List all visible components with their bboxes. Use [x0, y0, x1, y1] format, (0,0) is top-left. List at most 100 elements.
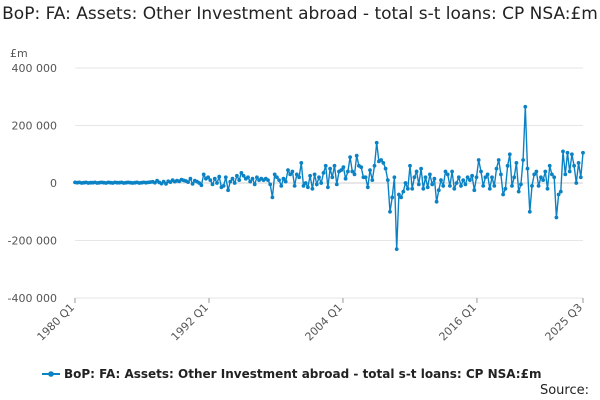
data-point	[490, 175, 494, 180]
data-point	[552, 175, 557, 180]
data-point	[416, 182, 421, 187]
y-unit-label: £m	[10, 47, 28, 60]
data-point	[301, 184, 306, 188]
data-point	[499, 172, 503, 177]
data-point	[394, 247, 399, 252]
data-point	[161, 179, 166, 184]
data-point	[232, 181, 237, 185]
data-point	[239, 171, 244, 175]
data-point	[541, 178, 545, 183]
data-point	[434, 199, 439, 204]
data-point	[492, 184, 497, 188]
data-point	[576, 161, 581, 165]
data-point	[279, 184, 284, 188]
data-point	[290, 169, 295, 174]
data-point	[383, 166, 388, 171]
legend-label: BoP: FA: Assets: Other Investment abroad…	[64, 367, 541, 381]
data-point	[339, 168, 344, 173]
data-point	[299, 161, 304, 165]
data-point	[317, 175, 321, 180]
data-point	[388, 209, 392, 214]
data-point	[459, 184, 463, 188]
data-point	[501, 192, 505, 197]
data-point	[465, 175, 470, 180]
data-point	[368, 168, 372, 173]
data-point	[206, 175, 211, 180]
data-point	[425, 185, 430, 190]
data-point	[565, 150, 570, 155]
data-point	[532, 172, 537, 177]
data-point	[563, 172, 568, 177]
data-point	[445, 172, 450, 177]
data-point	[539, 175, 543, 180]
data-point	[410, 186, 415, 191]
data-point	[390, 195, 395, 200]
data-point	[412, 175, 417, 180]
data-point	[343, 176, 348, 181]
data-point	[199, 183, 204, 188]
data-point	[483, 175, 488, 180]
data-point	[248, 179, 253, 184]
data-point	[554, 215, 559, 220]
x-tick-label: 1992 Q1	[169, 301, 212, 344]
data-point	[385, 178, 390, 183]
data-point	[436, 188, 441, 193]
data-point	[516, 189, 521, 194]
data-point	[512, 175, 517, 180]
data-point	[428, 172, 432, 177]
data-point	[252, 182, 257, 187]
data-point	[505, 163, 510, 168]
data-point	[201, 172, 206, 177]
data-point	[303, 181, 308, 185]
data-point	[348, 155, 352, 160]
y-axis: 400 000 200 000 0 -200 000 -400 000	[8, 62, 57, 305]
data-point	[323, 163, 328, 168]
data-point	[578, 175, 583, 180]
data-point	[286, 168, 290, 173]
data-point	[525, 166, 530, 171]
data-point	[470, 173, 474, 178]
data-point	[408, 163, 412, 168]
data-point	[288, 172, 293, 177]
y-tick-label: 0	[50, 177, 57, 190]
y-tick-label: 200 000	[12, 120, 58, 133]
data-point	[341, 165, 346, 170]
data-point	[190, 182, 195, 186]
data-point	[294, 172, 299, 177]
data-point	[328, 166, 332, 171]
data-point	[319, 181, 324, 185]
data-point	[237, 178, 242, 183]
data-point	[403, 181, 408, 185]
data-point	[401, 189, 406, 194]
data-point	[374, 140, 379, 145]
data-point	[350, 169, 355, 174]
data-point	[212, 176, 217, 181]
data-point	[352, 172, 357, 177]
data-point	[523, 104, 528, 109]
data-point	[164, 182, 168, 186]
x-axis: 1980 Q1 1992 Q1 2004 Q1 2016 Q1 2025 Q3	[35, 298, 586, 344]
data-point	[414, 169, 419, 174]
data-point	[423, 175, 428, 180]
data-point	[314, 182, 319, 187]
data-point	[266, 178, 270, 183]
data-point	[246, 175, 250, 180]
data-point	[441, 184, 446, 188]
data-point	[461, 178, 466, 183]
data-point	[543, 169, 548, 174]
data-point	[474, 175, 479, 180]
data-point	[346, 169, 350, 174]
data-point	[405, 186, 410, 191]
data-point	[454, 181, 459, 185]
data-point	[217, 174, 222, 179]
x-tick-label: 2025 Q3	[543, 301, 586, 344]
data-point	[514, 161, 519, 165]
data-point	[381, 161, 386, 165]
x-tick-label: 2004 Q1	[303, 301, 346, 344]
data-point	[558, 189, 563, 194]
data-point	[527, 209, 532, 214]
data-point	[487, 186, 492, 191]
data-point	[221, 184, 226, 188]
data-point	[430, 182, 435, 187]
data-point	[334, 182, 339, 187]
